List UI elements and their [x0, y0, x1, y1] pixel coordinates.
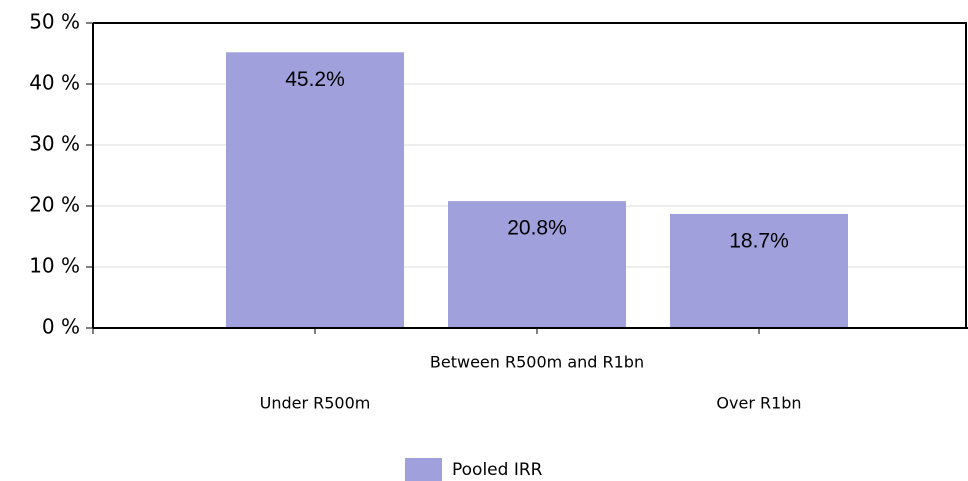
value-label: 20.8% — [507, 217, 567, 240]
legend-swatch — [405, 458, 442, 481]
value-label: 45.2% — [285, 68, 345, 91]
x-tick-label: Over R1bn — [716, 394, 801, 413]
bar — [448, 201, 626, 328]
bar — [670, 213, 848, 328]
y-tick-label: 10 % — [29, 254, 80, 278]
bar — [226, 52, 404, 328]
x-tick-label: Under R500m — [260, 394, 371, 413]
y-tick-label: 20 % — [29, 193, 80, 217]
y-tick-label: 40 % — [29, 71, 80, 95]
plot-frame — [93, 22, 967, 328]
y-tick-label: 30 % — [29, 132, 80, 156]
legend-label: Pooled IRR — [452, 460, 543, 480]
y-tick-label: 0 % — [42, 315, 80, 339]
value-label: 18.7% — [729, 229, 789, 252]
x-tick-label: Between R500m and R1bn — [430, 353, 644, 372]
y-tick-label: 50 % — [29, 10, 80, 34]
